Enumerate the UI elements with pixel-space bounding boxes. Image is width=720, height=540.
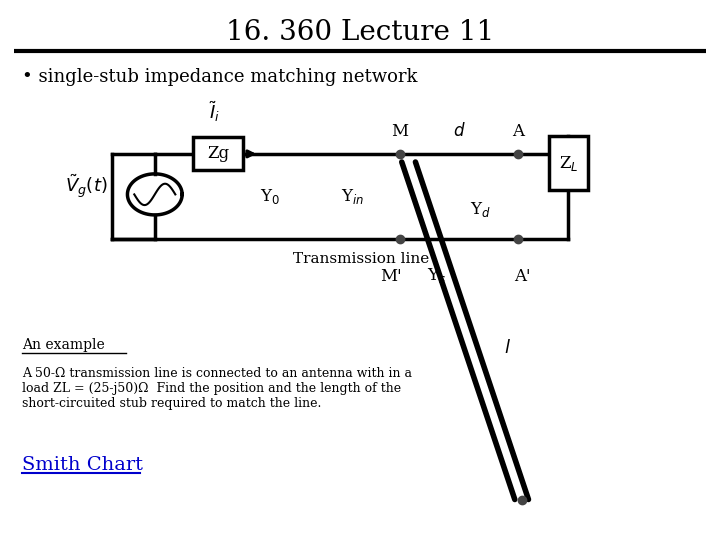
Text: Y$_0$: Y$_0$	[260, 187, 280, 206]
Text: Z$_L$: Z$_L$	[559, 153, 578, 173]
Text: A: A	[513, 124, 524, 140]
Text: A': A'	[514, 268, 530, 285]
Text: $l$: $l$	[504, 339, 511, 357]
Text: Zg: Zg	[207, 145, 229, 162]
Text: Y$_{in}$: Y$_{in}$	[341, 187, 364, 206]
Text: M': M'	[380, 268, 402, 285]
Text: Y$_s$: Y$_s$	[428, 266, 446, 285]
Text: An example: An example	[22, 338, 104, 352]
Text: Smith Chart: Smith Chart	[22, 456, 143, 474]
Text: • single-stub impedance matching network: • single-stub impedance matching network	[22, 68, 417, 85]
Bar	[549, 136, 588, 190]
Text: Transmission line: Transmission line	[294, 252, 430, 266]
Text: A 50-Ω transmission line is connected to an antenna with in a
load ZL = (25-j50): A 50-Ω transmission line is connected to…	[22, 367, 412, 410]
Text: $d$: $d$	[453, 123, 465, 140]
Text: $\tilde{I}_i$: $\tilde{I}_i$	[209, 100, 220, 124]
Text: Y$_d$: Y$_d$	[470, 200, 491, 219]
Text: $\tilde{V}_g(t)$: $\tilde{V}_g(t)$	[66, 172, 108, 200]
Bar	[193, 137, 243, 170]
Text: M: M	[391, 124, 408, 140]
Text: 16. 360 Lecture 11: 16. 360 Lecture 11	[226, 19, 494, 46]
